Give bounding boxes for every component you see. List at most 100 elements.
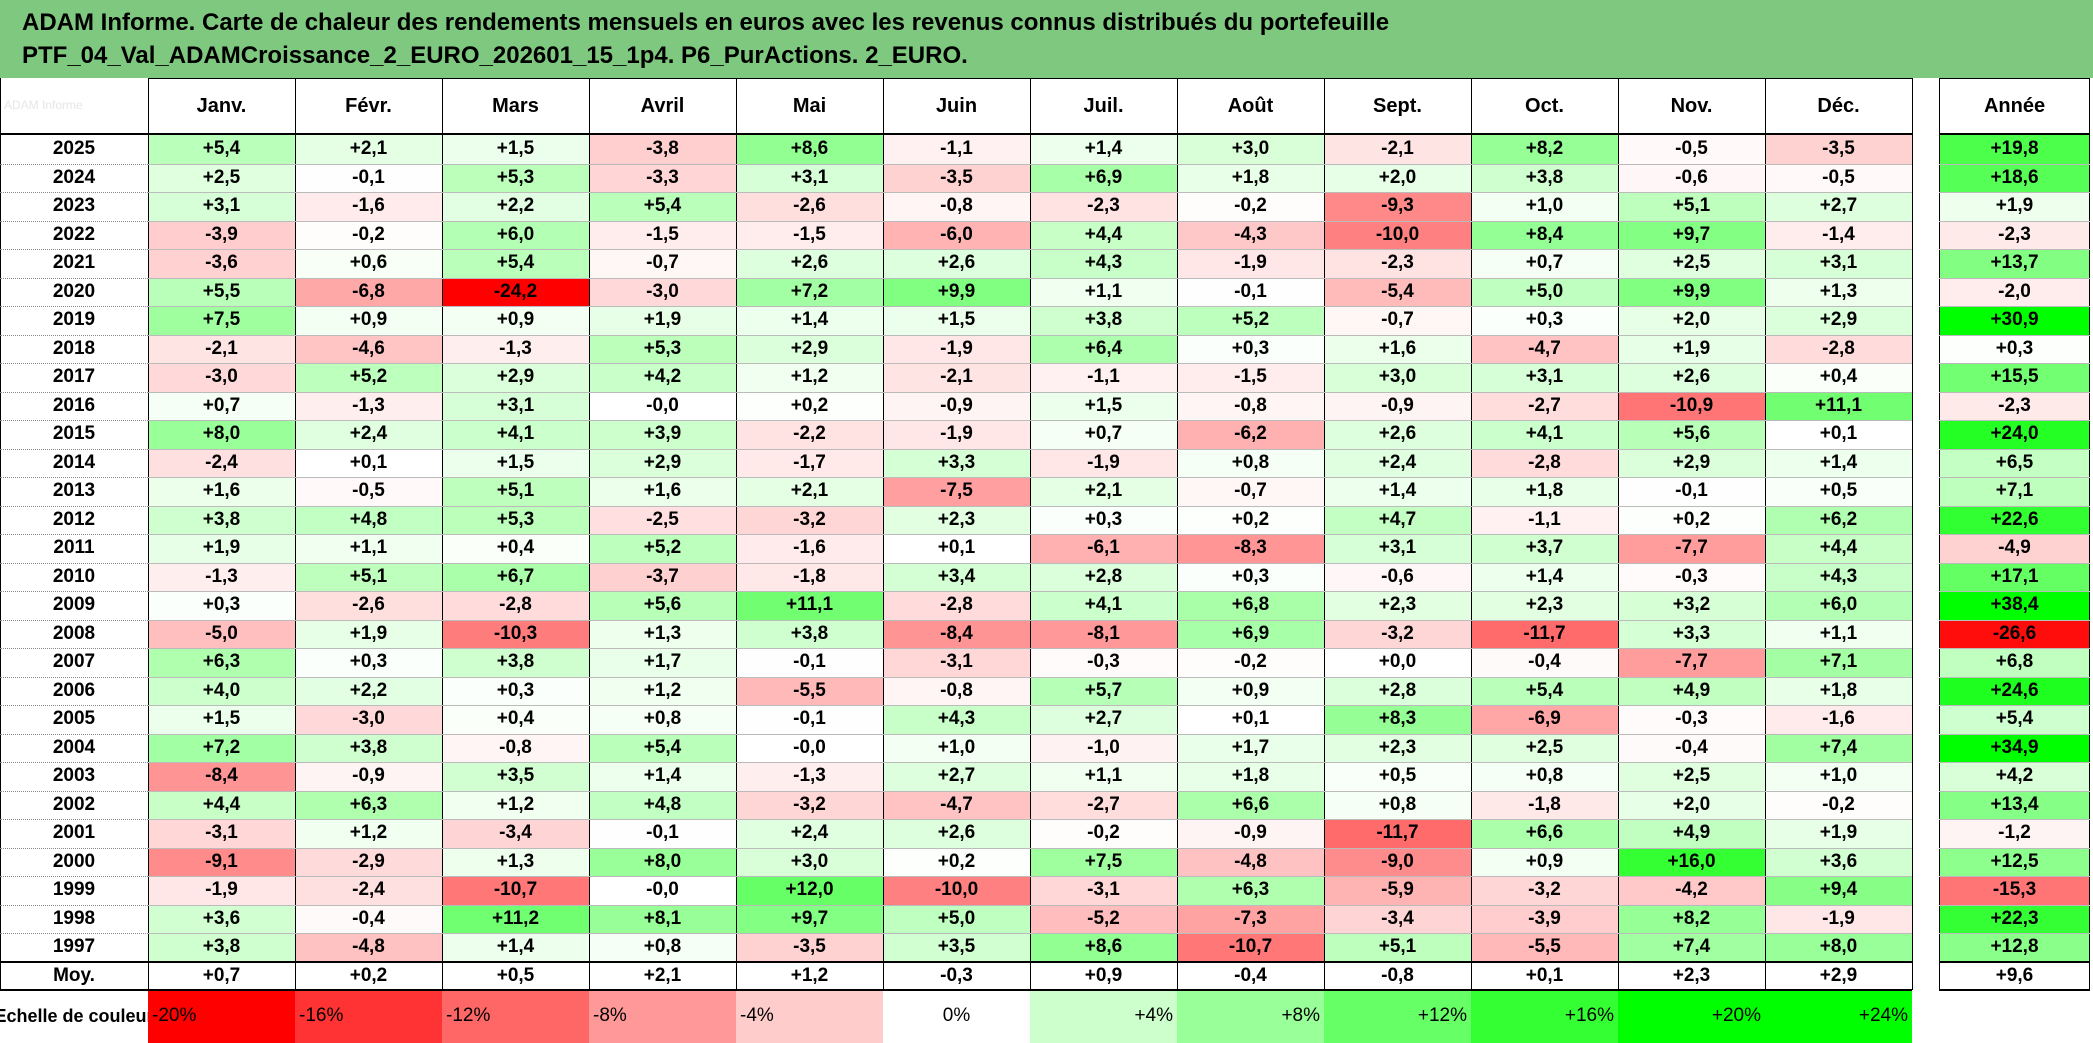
- heatmap-cell: -2,5: [589, 505, 736, 534]
- heatmap-cell: +6,8: [1177, 591, 1324, 620]
- heatmap-cell: -3,2: [736, 505, 883, 534]
- row-separator: [1939, 420, 2090, 421]
- heatmap-cell: +6,7: [442, 562, 589, 591]
- grid-vline: [295, 78, 296, 990]
- heatmap-cell: +9,9: [883, 277, 1030, 306]
- row-separator: [148, 591, 1912, 592]
- heatmap-cell: +3,9: [589, 420, 736, 449]
- heatmap-cell: +1,5: [1030, 391, 1177, 420]
- heatmap-cell: +1,8: [1471, 477, 1618, 506]
- heatmap-cell: +3,1: [148, 192, 295, 221]
- heatmap-cell: +4,8: [589, 790, 736, 819]
- heatmap-cell: +2,8: [1324, 676, 1471, 705]
- heatmap-cell: +5,3: [589, 334, 736, 363]
- heatmap-cell: +1,1: [295, 534, 442, 563]
- row-separator: [0, 705, 148, 706]
- heatmap-cell: -1,0: [1030, 733, 1177, 762]
- heatmap-cell: +0,3: [1177, 334, 1324, 363]
- heatmap-cell: +0,4: [442, 534, 589, 563]
- heatmap-cell: -1,5: [589, 220, 736, 249]
- annual-cell: -2,0: [1939, 277, 2090, 306]
- heatmap-cell: +0,8: [1471, 762, 1618, 791]
- heatmap-cell: +3,5: [883, 933, 1030, 962]
- row-separator: [0, 534, 148, 535]
- heatmap-cell: -1,8: [736, 562, 883, 591]
- heatmap-cell: -3,1: [148, 819, 295, 848]
- annual-cell: -2,3: [1939, 391, 2090, 420]
- heatmap-cell: +5,2: [589, 534, 736, 563]
- heatmap-cell: -1,5: [736, 220, 883, 249]
- year-label: 2012: [0, 505, 148, 534]
- heatmap-cell: +8,6: [736, 135, 883, 164]
- month-header: Sept.: [1324, 78, 1471, 134]
- row-separator: [0, 392, 148, 393]
- heatmap-cell: -10,0: [883, 876, 1030, 905]
- heatmap-cell: +2,9: [589, 448, 736, 477]
- average-cell: +0,1: [1471, 961, 1618, 990]
- heatmap-cell: +6,9: [1030, 163, 1177, 192]
- annual-cell: -2,3: [1939, 220, 2090, 249]
- average-label: Moy.: [0, 961, 148, 990]
- grid-vline: [1324, 78, 1325, 990]
- heatmap-cell: +4,8: [295, 505, 442, 534]
- annual-cell: +15,5: [1939, 363, 2090, 392]
- annual-cell: +24,6: [1939, 676, 2090, 705]
- row-separator: [0, 363, 148, 364]
- heatmap-cell: +8,6: [1030, 933, 1177, 962]
- heatmap-cell: +1,9: [148, 534, 295, 563]
- heatmap-cell: -0,2: [295, 220, 442, 249]
- heatmap-cell: +3,5: [442, 762, 589, 791]
- row-separator: [148, 905, 1912, 906]
- heatmap-cell: -0,5: [1765, 163, 1912, 192]
- heatmap-cell: +5,2: [1177, 306, 1324, 335]
- year-label: 1998: [0, 904, 148, 933]
- row-separator: [148, 734, 1912, 735]
- heatmap-cell: +1,9: [1765, 819, 1912, 848]
- heatmap-cell: -1,4: [1765, 220, 1912, 249]
- year-label: 2007: [0, 648, 148, 677]
- heatmap-cell: +4,9: [1618, 819, 1765, 848]
- heatmap-cell: +8,3: [1324, 705, 1471, 734]
- heatmap-cell: +4,4: [148, 790, 295, 819]
- year-label: 2016: [0, 391, 148, 420]
- year-label: 2020: [0, 277, 148, 306]
- heatmap-cell: -0,8: [883, 676, 1030, 705]
- heatmap-cell: +2,1: [1030, 477, 1177, 506]
- row-separator: [1939, 905, 2090, 906]
- average-top-line: [1939, 961, 2090, 963]
- header-top-line: [1939, 78, 2090, 79]
- year-label: 2001: [0, 819, 148, 848]
- row-separator: [0, 164, 148, 165]
- heatmap-cell: +6,2: [1765, 505, 1912, 534]
- heatmap-cell: +1,8: [1177, 163, 1324, 192]
- heatmap-cell: +2,7: [1765, 192, 1912, 221]
- heatmap-cell: -8,1: [1030, 619, 1177, 648]
- row-separator: [0, 734, 148, 735]
- row-separator: [148, 506, 1912, 507]
- heatmap-cell: +6,3: [1177, 876, 1324, 905]
- month-header: Nov.: [1618, 78, 1765, 134]
- heatmap-cell: -4,7: [883, 790, 1030, 819]
- heatmap-cell: +8,0: [148, 420, 295, 449]
- heatmap-cell: -1,5: [1177, 363, 1324, 392]
- heatmap-cell: +5,3: [442, 505, 589, 534]
- heatmap-cell: +4,4: [1765, 534, 1912, 563]
- heatmap-cell: -10,7: [1177, 933, 1324, 962]
- annual-cell: +19,8: [1939, 135, 2090, 164]
- heatmap-cell: +3,1: [1765, 249, 1912, 278]
- heatmap-cell: -6,2: [1177, 420, 1324, 449]
- heatmap-cell: +11,2: [442, 904, 589, 933]
- row-separator: [1939, 563, 2090, 564]
- heatmap-cell: -0,3: [1618, 705, 1765, 734]
- month-header: Juil.: [1030, 78, 1177, 134]
- heatmap-cell: -5,0: [148, 619, 295, 648]
- heatmap-cell: -0,5: [1618, 135, 1765, 164]
- heatmap-cell: -3,2: [1471, 876, 1618, 905]
- heatmap-cell: +4,9: [1618, 676, 1765, 705]
- heatmap-cell: +6,6: [1177, 790, 1324, 819]
- row-separator: [0, 449, 148, 450]
- heatmap-cell: +3,0: [1177, 135, 1324, 164]
- row-separator: [148, 620, 1912, 621]
- heatmap-cell: +1,4: [1471, 562, 1618, 591]
- heatmap-cell: +0,0: [1324, 648, 1471, 677]
